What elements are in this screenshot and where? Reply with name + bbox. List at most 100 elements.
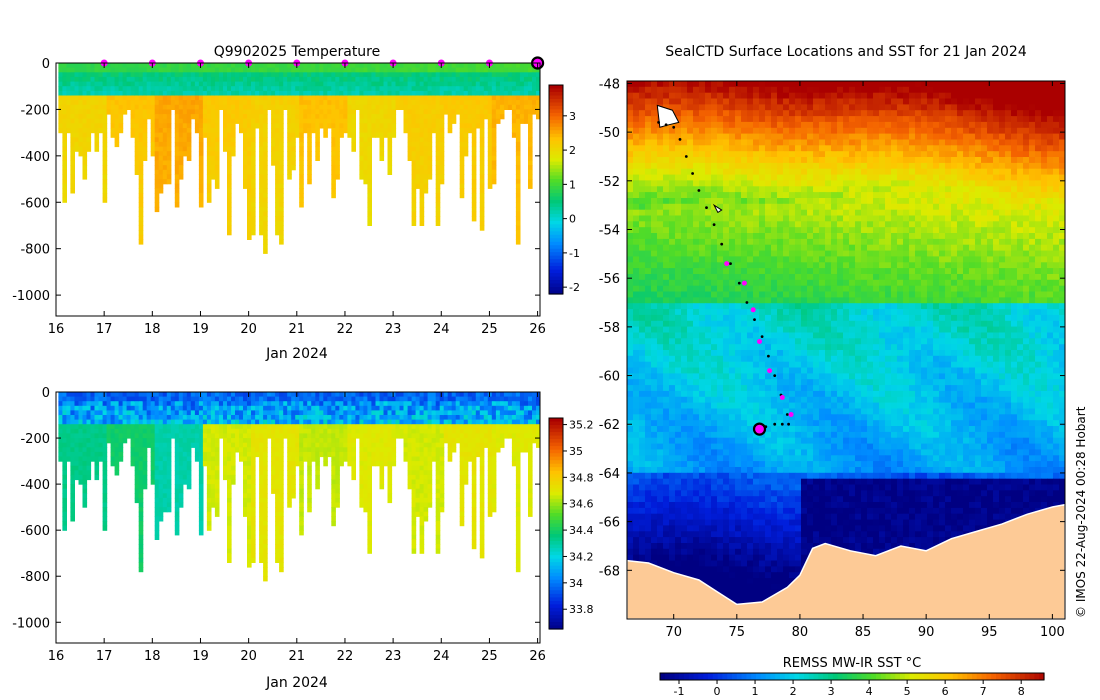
profile-cell [467,419,473,425]
profile-cell [475,72,481,78]
profile-cell [371,456,376,462]
profile-cell [235,90,240,97]
profile-cell [134,90,140,97]
profile-cell [275,396,280,402]
profile-cell [423,123,429,129]
profile-cell [431,81,437,87]
profile-cell [231,137,236,143]
profile-cell [435,396,441,402]
profile-cell [459,63,465,69]
profile-cell [271,419,276,425]
profile-cell [130,76,136,83]
profile-cell [391,419,397,425]
profile-cell [536,67,540,73]
profile-cell [419,114,425,120]
profile-cell [146,72,152,78]
profile-cell [62,104,67,110]
profile-cell [283,419,288,425]
profile-cell [299,118,304,124]
profile-cell [86,456,92,462]
profile-cell [243,507,248,513]
profile-cell [210,424,216,430]
profile-cell [259,497,264,504]
profile-cell [227,428,232,434]
profile-cell [451,442,457,448]
profile-cell [138,539,144,545]
profile-cell [259,220,264,226]
profile-cell [367,72,372,78]
profile-cell [536,86,540,92]
colorbar-segment [549,126,563,131]
profile-cell [459,132,465,138]
profile-cell [363,405,368,411]
profile-cell [251,179,256,185]
profile-cell [162,95,168,101]
profile-cell [206,169,212,175]
profile-cell [275,484,280,490]
profile-cell [198,174,204,180]
profile-cell [367,90,372,97]
profile-cell [263,179,268,185]
profile-cell [174,507,180,513]
profile-cell [202,81,208,87]
profile-cell [251,502,256,508]
profile-cell [367,488,372,494]
profile-cell [186,100,192,106]
profile-cell [94,118,100,124]
profile-cell [303,419,308,425]
profile-cell [134,132,140,138]
profile-cell [319,392,324,398]
profile-cell [186,438,192,444]
profile-cell [247,67,252,73]
profile-cell [271,76,276,83]
profile-cell [74,81,80,87]
profile-cell [206,447,212,453]
profile-cell [114,396,120,402]
profile-cell [110,67,116,73]
profile-cell [126,428,132,434]
profile-cell [343,451,348,458]
profile-cell [471,114,477,120]
profile-cell [387,405,393,411]
profile-cell [455,424,461,430]
profile-cell [166,141,172,148]
profile-cell [263,521,268,527]
profile-cell [202,424,208,430]
profile-cell [536,90,540,97]
profile-cell [335,405,340,411]
profile-cell [251,442,256,448]
profile-cell [439,493,445,499]
profile-cell [271,67,276,73]
profile-cell [90,114,96,120]
profile-cell [303,438,308,444]
profile-cell [198,76,204,83]
profile-cell [263,571,268,577]
profile-cell [299,123,304,129]
profile-cell [439,76,445,83]
profile-cell [451,428,457,434]
profile-cell [166,461,172,467]
profile-cell [311,123,316,129]
profile-cell [279,114,284,120]
profile-cell [371,451,376,458]
profile-cell [367,534,372,540]
profile-cell [271,90,276,97]
profile-cell [283,405,288,411]
profile-cell [515,104,521,110]
profile-cell [479,447,485,453]
profile-cell [463,104,469,110]
profile-cell [58,95,63,101]
profile-cell [427,141,433,148]
profile-cell [82,118,88,124]
profile-cell [70,114,75,120]
profile-cell [427,484,433,490]
profile-cell [198,132,204,138]
profile-cell [423,146,429,152]
profile-cell [339,447,344,453]
profile-cell [439,442,445,448]
x-tick-label: 17 [96,322,113,337]
profile-cell [463,67,469,73]
profile-cell [411,179,417,185]
profile-cell [419,206,425,213]
profile-cell [114,465,120,471]
